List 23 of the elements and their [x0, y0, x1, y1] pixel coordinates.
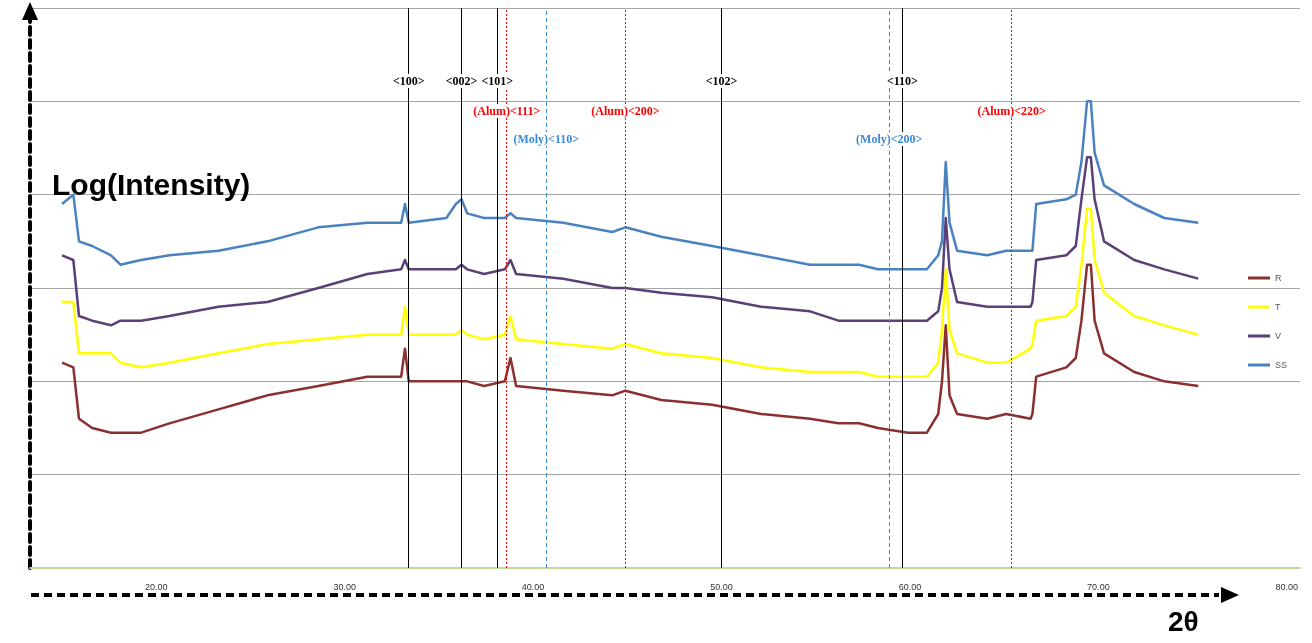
annotation: <100>	[392, 74, 425, 88]
annotation: <110>	[886, 74, 919, 88]
x-tick-label: 80.00	[1275, 581, 1299, 592]
ref-line-label: (Moly)<110>	[513, 132, 580, 146]
ref-line-label: (Alum)<200>	[591, 104, 660, 118]
x-tick-label: 60.00	[898, 581, 922, 592]
legend-label: SS	[1274, 360, 1288, 370]
ref-line-label: (Alum)<220>	[977, 104, 1047, 118]
ref-line-label: (Moly)<200>	[856, 132, 923, 146]
x-axis-title: 2θ	[1168, 606, 1199, 638]
y-axis-title: Log(Intensity)	[52, 168, 251, 202]
legend-label: T	[1274, 302, 1281, 312]
x-tick-label: 70.00	[1087, 581, 1110, 592]
x-tick-label: 20.00	[144, 581, 168, 592]
legend-label: R	[1274, 273, 1282, 283]
legend-label: V	[1274, 331, 1282, 341]
annotation: <101>	[481, 74, 514, 88]
annotation: <102>	[705, 74, 738, 88]
ref-line-label: (Alum)<111>	[473, 104, 541, 118]
x-tick-label: 50.00	[710, 581, 733, 592]
x-tick-label: 30.00	[333, 581, 356, 592]
x-tick-label: 40.00	[521, 581, 545, 592]
annotation: <002>	[445, 74, 478, 88]
